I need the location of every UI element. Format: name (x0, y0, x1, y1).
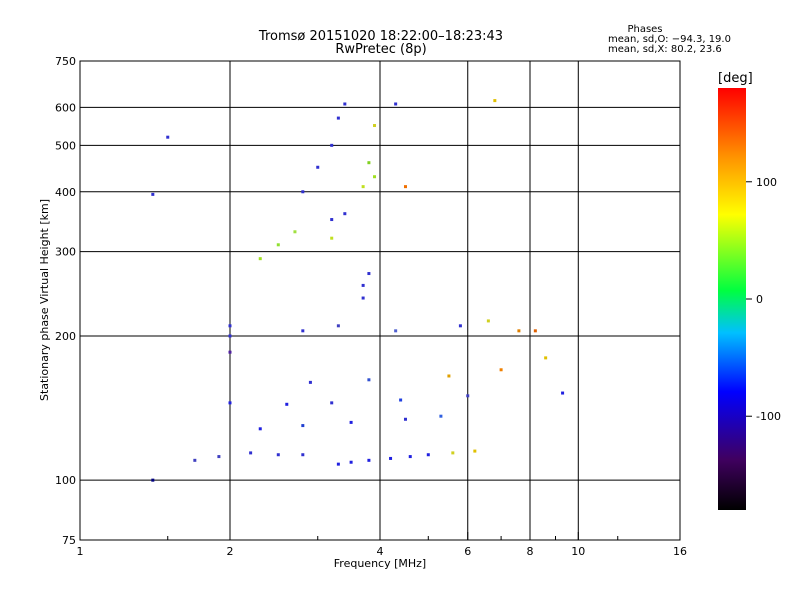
colorbar-tick-label: 0 (756, 293, 763, 306)
data-point (258, 427, 262, 431)
data-point (466, 394, 470, 398)
data-point (228, 401, 232, 405)
data-point (151, 192, 155, 196)
data-point (276, 453, 280, 457)
colorbar-gradient (718, 88, 746, 510)
data-point (361, 185, 365, 189)
data-point (316, 165, 320, 169)
data-point (533, 329, 537, 333)
data-point (447, 374, 451, 378)
data-point (439, 414, 443, 418)
data-point (343, 212, 347, 216)
data-point (403, 417, 407, 421)
y-tick-label: 200 (55, 330, 76, 343)
x-tick-label: 2 (227, 545, 234, 558)
data-point (499, 368, 503, 372)
legend-line-x: mean, sd,X: 80.2, 23.6 (608, 44, 722, 55)
x-axis: 1 2 4 6 8 10 16 (77, 532, 687, 558)
colorbar-ticks: 100 0 -100 (746, 176, 781, 423)
x-tick-label: 6 (464, 545, 471, 558)
data-point (336, 116, 340, 120)
x-axis-label: Frequency [MHz] (334, 557, 426, 570)
data-point (301, 424, 305, 428)
y-tick-label: 75 (62, 534, 76, 547)
data-point (367, 161, 371, 165)
data-point (228, 350, 232, 354)
data-point (361, 283, 365, 287)
data-point (330, 236, 334, 240)
data-point (373, 124, 377, 128)
data-point (426, 453, 430, 457)
data-point (403, 185, 407, 189)
legend-title: Phases (627, 24, 662, 35)
y-tick-label: 750 (55, 55, 76, 68)
x-tick-label: 1 (77, 545, 84, 558)
data-point (408, 455, 412, 459)
x-tick-label: 4 (377, 545, 384, 558)
data-point (293, 230, 297, 234)
data-point (367, 378, 371, 382)
data-point (367, 458, 371, 462)
data-point (330, 143, 334, 147)
y-tick-label: 600 (55, 101, 76, 114)
x-tick-label: 16 (673, 545, 687, 558)
data-point (458, 324, 462, 328)
y-axis: 75 100 200 300 400 500 600 750 (55, 55, 76, 547)
data-point (451, 451, 455, 455)
y-tick-label: 500 (55, 139, 76, 152)
data-point (367, 272, 371, 276)
data-point (166, 135, 170, 139)
data-point (544, 356, 548, 360)
y-tick-label: 100 (55, 474, 76, 487)
data-point (517, 329, 521, 333)
data-points (151, 99, 565, 482)
y-axis-label: Stationary phase Virtual Height [km] (38, 199, 51, 401)
data-point (285, 402, 289, 406)
chart-subtitle: RwPretec (8p) (335, 42, 426, 57)
data-point (330, 218, 334, 222)
data-point (349, 460, 353, 464)
data-point (308, 380, 312, 384)
data-point (343, 102, 347, 106)
data-point (301, 329, 305, 333)
data-point (389, 456, 393, 460)
data-point (336, 462, 340, 466)
data-point (473, 449, 477, 453)
data-point (276, 243, 280, 247)
data-point (493, 99, 497, 103)
plot-area (79, 60, 681, 541)
data-point (193, 458, 197, 462)
data-point (249, 451, 253, 455)
legend-line-o: mean, sd,O: −94.3, 19.0 (608, 34, 731, 45)
data-point (217, 455, 221, 459)
y-tick-label: 300 (55, 246, 76, 259)
data-point (301, 453, 305, 457)
y-tick-label: 400 (55, 186, 76, 199)
data-point (361, 296, 365, 300)
x-tick-label: 8 (527, 545, 534, 558)
chart-title: Tromsø 20151020 18:22:00–18:23:43 (258, 29, 503, 44)
gridlines (80, 61, 680, 540)
colorbar-tick-label: -100 (756, 410, 781, 423)
x-tick-label: 10 (571, 545, 585, 558)
data-point (151, 478, 155, 482)
data-point (394, 102, 398, 106)
data-point (258, 257, 262, 261)
data-point (330, 401, 334, 405)
data-point (373, 175, 377, 179)
data-point (336, 324, 340, 328)
colorbar: [deg] 100 0 -100 (718, 71, 781, 510)
data-point (394, 329, 398, 333)
data-point (301, 190, 305, 194)
data-point (486, 319, 490, 323)
colorbar-label: [deg] (718, 71, 753, 86)
data-point (561, 391, 565, 395)
data-point (228, 324, 232, 328)
colorbar-tick-label: 100 (756, 176, 777, 189)
data-point (399, 398, 403, 402)
data-point (228, 334, 232, 338)
data-point (349, 420, 353, 424)
